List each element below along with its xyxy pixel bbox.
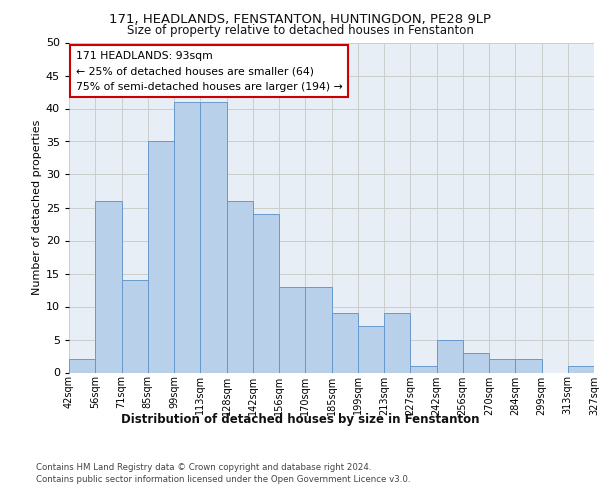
Bar xyxy=(121,280,148,372)
Bar xyxy=(331,313,358,372)
Bar xyxy=(463,352,489,372)
Bar xyxy=(358,326,384,372)
Bar xyxy=(384,313,410,372)
Text: 171 HEADLANDS: 93sqm
← 25% of detached houses are smaller (64)
75% of semi-detac: 171 HEADLANDS: 93sqm ← 25% of detached h… xyxy=(76,51,343,92)
Bar xyxy=(489,360,515,372)
Bar xyxy=(227,201,253,372)
Text: Contains public sector information licensed under the Open Government Licence v3: Contains public sector information licen… xyxy=(36,475,410,484)
Bar xyxy=(515,360,542,372)
Text: Size of property relative to detached houses in Fenstanton: Size of property relative to detached ho… xyxy=(127,24,473,37)
Bar xyxy=(437,340,463,372)
Bar xyxy=(95,201,121,372)
Bar xyxy=(279,286,305,372)
Bar xyxy=(253,214,279,372)
Bar xyxy=(305,286,331,372)
Text: 171, HEADLANDS, FENSTANTON, HUNTINGDON, PE28 9LP: 171, HEADLANDS, FENSTANTON, HUNTINGDON, … xyxy=(109,12,491,26)
Bar xyxy=(148,142,174,372)
Bar xyxy=(200,102,227,372)
Y-axis label: Number of detached properties: Number of detached properties xyxy=(32,120,41,295)
Bar xyxy=(69,360,95,372)
Bar xyxy=(568,366,594,372)
Text: Contains HM Land Registry data © Crown copyright and database right 2024.: Contains HM Land Registry data © Crown c… xyxy=(36,462,371,471)
Text: Distribution of detached houses by size in Fenstanton: Distribution of detached houses by size … xyxy=(121,412,479,426)
Bar xyxy=(174,102,200,372)
Bar xyxy=(410,366,437,372)
